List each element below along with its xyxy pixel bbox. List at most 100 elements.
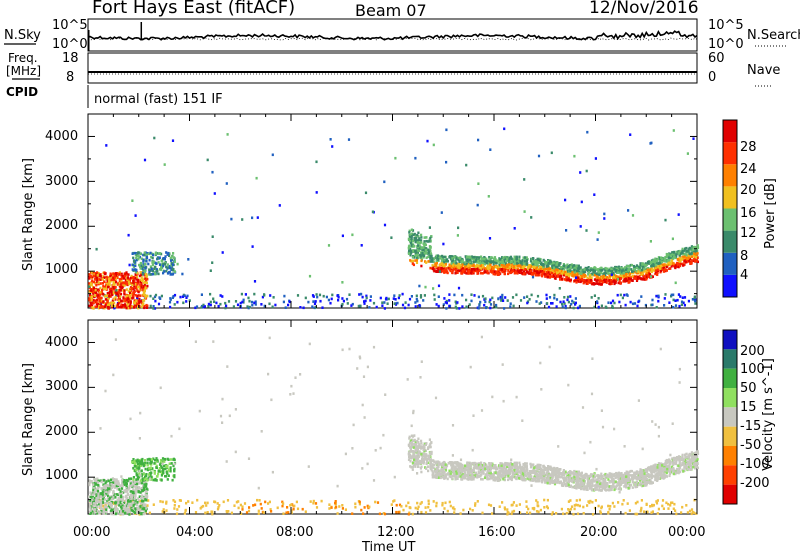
velocity-echo-cell bbox=[258, 512, 260, 515]
power-echo-cell bbox=[139, 294, 141, 297]
power-echo-cell bbox=[513, 305, 515, 308]
power-echo-cell bbox=[515, 294, 517, 297]
power-echo-cell bbox=[673, 129, 675, 132]
velocity-echo-cell bbox=[126, 490, 128, 493]
velocity-echo-cell bbox=[196, 499, 198, 502]
velocity-echo-cell bbox=[143, 483, 145, 486]
power-echo-cell bbox=[687, 152, 689, 155]
power-echo-cell bbox=[93, 302, 95, 305]
velocity-echo-cell bbox=[143, 486, 145, 489]
power-echo-cell bbox=[179, 296, 181, 299]
power-echo-cell bbox=[694, 260, 696, 263]
power-echo-cell bbox=[163, 270, 165, 273]
power-echo-cell bbox=[598, 231, 600, 234]
power-echo-cell bbox=[524, 268, 526, 271]
power-echo-cell bbox=[158, 261, 160, 264]
power-echo-cell bbox=[439, 264, 441, 267]
power-echo-cell bbox=[596, 282, 598, 285]
power-echo-cell bbox=[411, 235, 413, 238]
power-echo-cell bbox=[694, 297, 696, 300]
power-echo-cell bbox=[241, 301, 243, 304]
velocity-echo-cell bbox=[341, 504, 343, 507]
power-echo-cell bbox=[625, 274, 627, 277]
velocity-echo-cell bbox=[130, 490, 132, 493]
power-echo-cell bbox=[445, 260, 447, 263]
power-echo-cell bbox=[438, 285, 440, 288]
velocity-echo-cell bbox=[331, 506, 333, 509]
power-echo-cell bbox=[504, 296, 506, 299]
power-echo-cell bbox=[478, 307, 480, 310]
power-echo-cell bbox=[418, 285, 420, 288]
power-echo-cell bbox=[580, 272, 582, 275]
power-echo-cell bbox=[108, 278, 110, 281]
power-echo-cell bbox=[501, 294, 503, 297]
power-echo-cell bbox=[465, 299, 467, 302]
velocity-echo-cell bbox=[153, 462, 155, 465]
power-echo-cell bbox=[685, 247, 687, 250]
power-echo-cell bbox=[591, 283, 593, 286]
power-echo-cell bbox=[615, 275, 617, 278]
power-echo-cell bbox=[635, 277, 637, 280]
power-echo-cell bbox=[562, 305, 564, 308]
power-echo-cell bbox=[493, 273, 495, 276]
velocity-echo-cell bbox=[379, 513, 381, 516]
power-echo-cell bbox=[257, 216, 259, 219]
velocity-echo-cell bbox=[101, 481, 103, 484]
power-echo-cell bbox=[524, 210, 526, 213]
power-echo-cell bbox=[331, 298, 333, 301]
power-echo-cell bbox=[442, 263, 444, 266]
velocity-echo-cell bbox=[396, 504, 398, 507]
power-echo-cell bbox=[477, 182, 479, 185]
power-echo-cell bbox=[272, 154, 274, 157]
power-echo-cell bbox=[694, 300, 696, 303]
power-echo-cell bbox=[174, 294, 176, 297]
power-echo-cell bbox=[518, 256, 520, 259]
power-echo-cell bbox=[490, 303, 492, 306]
velocity-echo-cell bbox=[693, 512, 695, 515]
velocity-echo-cell bbox=[89, 491, 91, 494]
power-echo-cell bbox=[589, 274, 591, 277]
power-echo-cell bbox=[660, 256, 662, 259]
power-echo-cell bbox=[647, 275, 649, 278]
power-echo-cell bbox=[626, 265, 628, 268]
power-echo-cell bbox=[156, 270, 158, 273]
power-echo-cell bbox=[467, 265, 469, 268]
power-echo-cell bbox=[631, 270, 633, 273]
velocity-echo-cell bbox=[425, 511, 427, 514]
velocity-echo-cell bbox=[162, 501, 164, 504]
velocity-echo-cell bbox=[674, 509, 676, 512]
power-echo-cell bbox=[675, 265, 677, 268]
power-echo-cell bbox=[526, 295, 528, 298]
velocity-echo-cell bbox=[162, 471, 164, 474]
power-echo-cell bbox=[126, 283, 128, 286]
power-echo-cell bbox=[108, 295, 110, 298]
power-echo-cell bbox=[461, 305, 463, 308]
velocity-echo-cell bbox=[132, 488, 134, 491]
power-echo-cell bbox=[128, 234, 130, 237]
power-echo-cell bbox=[523, 265, 525, 268]
power-echo-cell bbox=[155, 262, 157, 265]
power-echo-cell bbox=[119, 286, 121, 289]
power-echo-cell bbox=[251, 304, 253, 307]
power-echo-cell bbox=[586, 279, 588, 282]
velocity-echo-cell bbox=[154, 472, 156, 475]
velocity-echo-cell bbox=[110, 510, 112, 513]
power-echo-cell bbox=[559, 270, 561, 273]
velocity-echo-cell bbox=[526, 505, 528, 508]
power-echo-cell bbox=[309, 275, 311, 278]
velocity-echo-cell bbox=[409, 506, 411, 509]
power-echo-cell bbox=[412, 249, 414, 252]
power-echo-cell bbox=[137, 258, 139, 261]
power-echo-cell bbox=[596, 272, 598, 275]
power-echo-cell bbox=[147, 263, 149, 266]
power-echo-cell bbox=[444, 256, 446, 259]
power-echo-cell bbox=[390, 236, 392, 239]
velocity-echo-cell bbox=[121, 487, 123, 490]
power-echo-cell bbox=[388, 298, 390, 301]
power-echo-cell bbox=[657, 295, 659, 298]
power-echo-cell bbox=[565, 307, 567, 310]
power-echo-cell bbox=[664, 268, 666, 271]
velocity-echo-cell bbox=[100, 504, 102, 507]
power-echo-cell bbox=[127, 297, 129, 300]
velocity-echo-cell bbox=[547, 499, 549, 502]
